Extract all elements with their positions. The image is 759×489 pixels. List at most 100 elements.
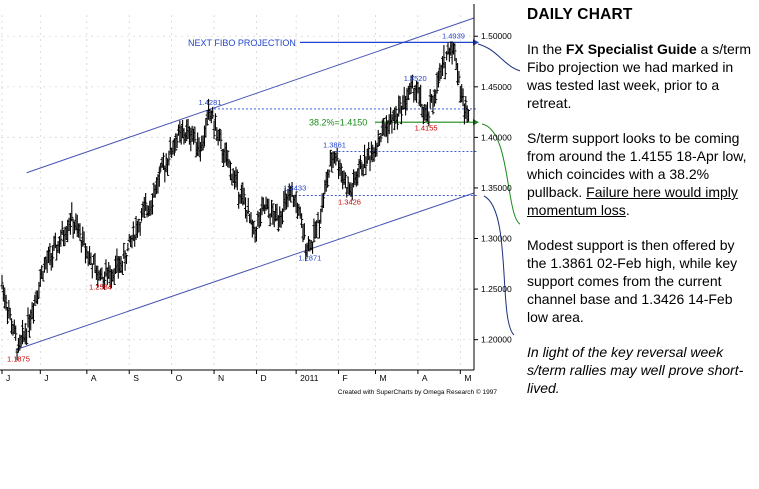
y-tick-label: 1.25000 bbox=[481, 284, 512, 294]
grid-dot bbox=[213, 159, 215, 161]
grid-dot bbox=[241, 86, 243, 88]
grid-dot bbox=[373, 136, 375, 138]
grid-dot bbox=[235, 86, 237, 88]
grid-dot bbox=[7, 86, 9, 88]
grid-dot bbox=[39, 117, 41, 119]
grid-dot bbox=[171, 267, 173, 269]
grid-dot bbox=[213, 69, 215, 71]
grid-dot bbox=[86, 327, 88, 329]
grid-dot bbox=[417, 297, 419, 299]
grid-dot bbox=[338, 297, 340, 299]
grid-dot bbox=[375, 255, 376, 257]
grid-dot bbox=[217, 238, 219, 239]
grid-dot bbox=[55, 187, 57, 189]
grid-dot bbox=[175, 35, 177, 37]
grid-dot bbox=[128, 171, 130, 173]
grid-dot bbox=[97, 35, 99, 37]
grid-dot bbox=[43, 238, 45, 239]
grid-dot bbox=[213, 303, 215, 305]
grid-dot bbox=[417, 219, 419, 221]
grid-dot bbox=[457, 238, 459, 239]
grid-dot bbox=[459, 237, 461, 239]
grid-dot bbox=[338, 75, 340, 77]
grid-dot bbox=[451, 35, 453, 37]
grid-dot bbox=[171, 141, 173, 143]
grid-dot bbox=[86, 87, 88, 89]
grid-dot bbox=[415, 187, 417, 189]
grid-dot bbox=[171, 33, 173, 35]
grid-dot bbox=[241, 136, 243, 138]
grid-dot bbox=[256, 105, 257, 107]
grid-dot bbox=[403, 136, 405, 138]
grid-dot bbox=[295, 279, 297, 281]
x-tick-label: D bbox=[260, 373, 266, 383]
grid-dot bbox=[97, 86, 99, 88]
grid-dot bbox=[271, 288, 273, 290]
grid-dot bbox=[229, 136, 231, 138]
grid-dot bbox=[1, 219, 3, 221]
grid-dot bbox=[217, 187, 219, 189]
grid-dot bbox=[256, 195, 257, 197]
grid-dot bbox=[469, 136, 471, 138]
grid-dot bbox=[459, 351, 461, 353]
grid-dot bbox=[39, 189, 41, 191]
grid-dot bbox=[1, 171, 3, 173]
grid-dot bbox=[459, 303, 461, 305]
grid-dot bbox=[338, 81, 340, 83]
grid-dot bbox=[1, 351, 3, 353]
grid-dot bbox=[1, 363, 3, 365]
grid-dot bbox=[55, 86, 57, 88]
grid-dot bbox=[133, 288, 135, 290]
grid-dot bbox=[256, 69, 257, 71]
grid-dot bbox=[213, 99, 215, 101]
grid-dot bbox=[427, 187, 429, 189]
grid-dot bbox=[338, 321, 340, 323]
callout-to-fibo bbox=[477, 43, 520, 72]
grid-dot bbox=[415, 238, 417, 239]
grid-dot bbox=[289, 339, 291, 341]
grid-dot bbox=[25, 288, 27, 290]
grid-dot bbox=[145, 86, 147, 88]
grid-dot bbox=[19, 238, 21, 239]
grid-dot bbox=[295, 219, 297, 221]
grid-dot bbox=[469, 86, 471, 88]
grid-dot bbox=[171, 363, 173, 365]
grid-dot bbox=[86, 351, 88, 353]
grid-dot bbox=[213, 93, 215, 95]
grid-dot bbox=[133, 339, 135, 341]
grid-dot bbox=[171, 135, 173, 137]
grid-dot bbox=[427, 238, 429, 239]
grid-dot bbox=[307, 187, 309, 189]
grid-dot bbox=[417, 327, 419, 329]
channel-lower-line bbox=[15, 192, 475, 351]
grid-dot bbox=[421, 288, 423, 290]
grid-dot bbox=[85, 339, 87, 341]
grid-dot bbox=[213, 39, 215, 41]
grid-dot bbox=[199, 238, 201, 239]
grid-dot bbox=[109, 35, 111, 37]
grid-dot bbox=[171, 159, 173, 161]
grid-dot bbox=[86, 99, 88, 101]
grid-dot bbox=[213, 243, 215, 245]
grid-dot bbox=[338, 111, 340, 113]
grid-dot bbox=[295, 111, 297, 113]
grid-dot bbox=[193, 35, 195, 37]
grid-dot bbox=[295, 75, 297, 77]
y-tick-label: 1.35000 bbox=[481, 183, 512, 193]
grid-dot bbox=[169, 339, 171, 341]
grid-dot bbox=[171, 117, 173, 119]
grid-dot bbox=[19, 35, 21, 37]
grid-dot bbox=[256, 183, 257, 185]
grid-dot bbox=[128, 351, 130, 353]
grid-dot bbox=[459, 219, 461, 221]
grid-dot bbox=[85, 136, 87, 138]
grid-dot bbox=[397, 136, 399, 138]
grid-dot bbox=[417, 237, 419, 239]
grid-dot bbox=[463, 35, 465, 37]
grid-dot bbox=[169, 187, 171, 189]
grid-dot bbox=[49, 187, 51, 189]
grid-dot bbox=[277, 136, 279, 138]
grid-dot bbox=[451, 288, 453, 290]
grid-dot bbox=[457, 86, 459, 88]
grid-dot bbox=[295, 171, 297, 173]
